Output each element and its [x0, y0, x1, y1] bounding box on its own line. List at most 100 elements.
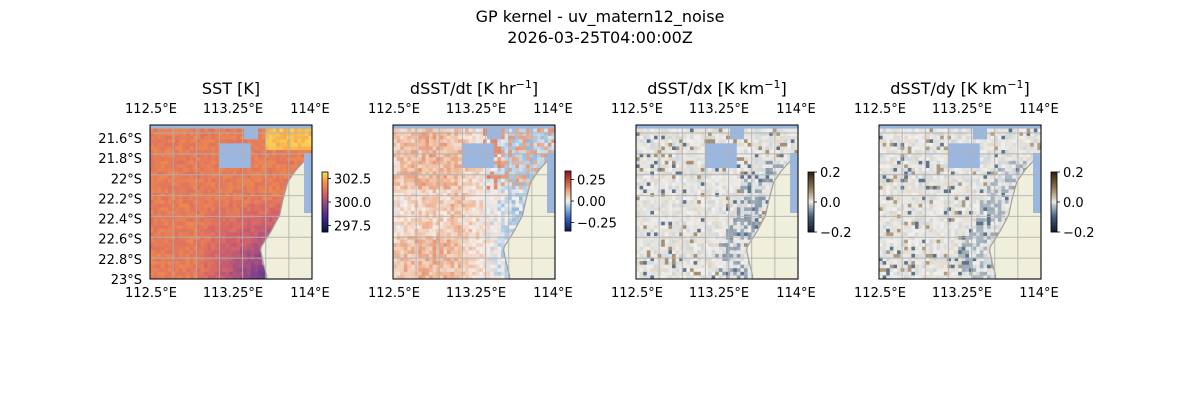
- heatmap-cell: [504, 164, 509, 169]
- heatmap-cell: [443, 225, 448, 230]
- heatmap-cell: [679, 246, 684, 251]
- heatmap-cell: [211, 128, 216, 133]
- heatmap-cell: [636, 264, 640, 269]
- heatmap-cell: [475, 275, 480, 280]
- heatmap-cell: [751, 171, 756, 176]
- heatmap-cell: [439, 175, 444, 180]
- heatmap-cell: [407, 185, 412, 190]
- heatmap-cell: [189, 210, 194, 215]
- heatmap-cell: [168, 203, 172, 208]
- heatmap-cell: [164, 189, 169, 194]
- heatmap-cell: [726, 132, 730, 137]
- heatmap-cell: [751, 164, 756, 169]
- heatmap-cell: [439, 239, 444, 244]
- heatmap-cell: [211, 171, 216, 176]
- heatmap-cell: [196, 210, 201, 215]
- heatmap-cell: [697, 189, 702, 194]
- heatmap-cell: [479, 243, 484, 248]
- heatmap-cell: [243, 225, 248, 230]
- heatmap-cell: [421, 182, 426, 187]
- heatmap-cell: [229, 268, 234, 273]
- heatmap-cell: [186, 153, 190, 158]
- heatmap-cell: [780, 135, 784, 140]
- heatmap-cell: [497, 221, 502, 226]
- heatmap-cell: [189, 203, 194, 208]
- heatmap-cell: [650, 132, 655, 137]
- heatmap-cell: [447, 261, 451, 266]
- heatmap-cell: [486, 243, 491, 248]
- heatmap-cell: [457, 132, 462, 137]
- heatmap-cell: [940, 139, 945, 144]
- heatmap-cell: [436, 232, 441, 237]
- heatmap-cell: [421, 218, 426, 223]
- heatmap-cell: [175, 132, 180, 137]
- heatmap-cell: [254, 139, 259, 144]
- heatmap-cell: [936, 142, 941, 147]
- heatmap-cell: [283, 164, 288, 169]
- heatmap-cell: [421, 268, 426, 273]
- heatmap-cell: [182, 193, 187, 198]
- heatmap-cell: [193, 167, 198, 172]
- heatmap-cell: [501, 157, 505, 162]
- heatmap-cell: [711, 175, 716, 180]
- heatmap-cell: [672, 221, 676, 226]
- heatmap-cell: [929, 146, 934, 151]
- heatmap-cell: [704, 228, 709, 233]
- heatmap-cell: [700, 257, 705, 262]
- heatmap-cell: [661, 207, 666, 212]
- heatmap-cell: [704, 246, 709, 251]
- heatmap-cell: [729, 246, 734, 251]
- heatmap-cell: [150, 268, 154, 273]
- heatmap-cell: [475, 257, 480, 262]
- heatmap-cell: [265, 135, 270, 140]
- heatmap-cell: [486, 196, 491, 201]
- heatmap-cell: [747, 142, 752, 147]
- heatmap-cell: [718, 193, 723, 198]
- heatmap-cell: [175, 271, 180, 276]
- heatmap-cell: [679, 275, 684, 280]
- heatmap-cell: [519, 135, 523, 140]
- heatmap-cell: [196, 157, 201, 162]
- heatmap-cell: [182, 218, 187, 223]
- heatmap-cell: [679, 225, 684, 230]
- heatmap-cell: [229, 207, 234, 212]
- heatmap-cell: [650, 239, 655, 244]
- heatmap-cell: [186, 139, 190, 144]
- heatmap-cell: [929, 135, 934, 140]
- heatmap-cell: [268, 139, 273, 144]
- heatmap-cell: [254, 246, 259, 251]
- heatmap-cell: [218, 128, 223, 133]
- heatmap-cell: [403, 207, 408, 212]
- heatmap-cell: [751, 146, 756, 151]
- heatmap-cell: [439, 232, 444, 237]
- heatmap-cell: [407, 253, 412, 258]
- heatmap-cell: [175, 135, 180, 140]
- heatmap-cell: [160, 135, 165, 140]
- heatmap-cell: [276, 164, 280, 169]
- heatmap-cell: [783, 139, 788, 144]
- heatmap-cell: [897, 150, 901, 155]
- heatmap-cell: [418, 271, 423, 276]
- heatmap-cell: [715, 135, 720, 140]
- heatmap-cell: [762, 182, 766, 187]
- heatmap-cell: [461, 236, 466, 240]
- heatmap-cell: [247, 264, 252, 269]
- heatmap-cell: [164, 200, 169, 205]
- heatmap-cell: [396, 171, 401, 176]
- heatmap-cell: [661, 257, 666, 262]
- heatmap-cell: [157, 261, 162, 266]
- heatmap-cell: [276, 146, 280, 151]
- heatmap-cell: [204, 200, 208, 205]
- heatmap-cell: [236, 268, 241, 273]
- heatmap-cell: [193, 171, 198, 176]
- colorbar-segment: [565, 198, 571, 200]
- heatmap-cell: [646, 153, 651, 158]
- heatmap-cell: [283, 135, 288, 140]
- heatmap-cell: [443, 196, 448, 201]
- heatmap-cell: [290, 135, 295, 140]
- heatmap-cell: [153, 193, 158, 198]
- heatmap-cell: [686, 210, 691, 215]
- heatmap-cell: [672, 142, 676, 147]
- heatmap-cell: [708, 261, 712, 266]
- heatmap-cell: [661, 185, 666, 190]
